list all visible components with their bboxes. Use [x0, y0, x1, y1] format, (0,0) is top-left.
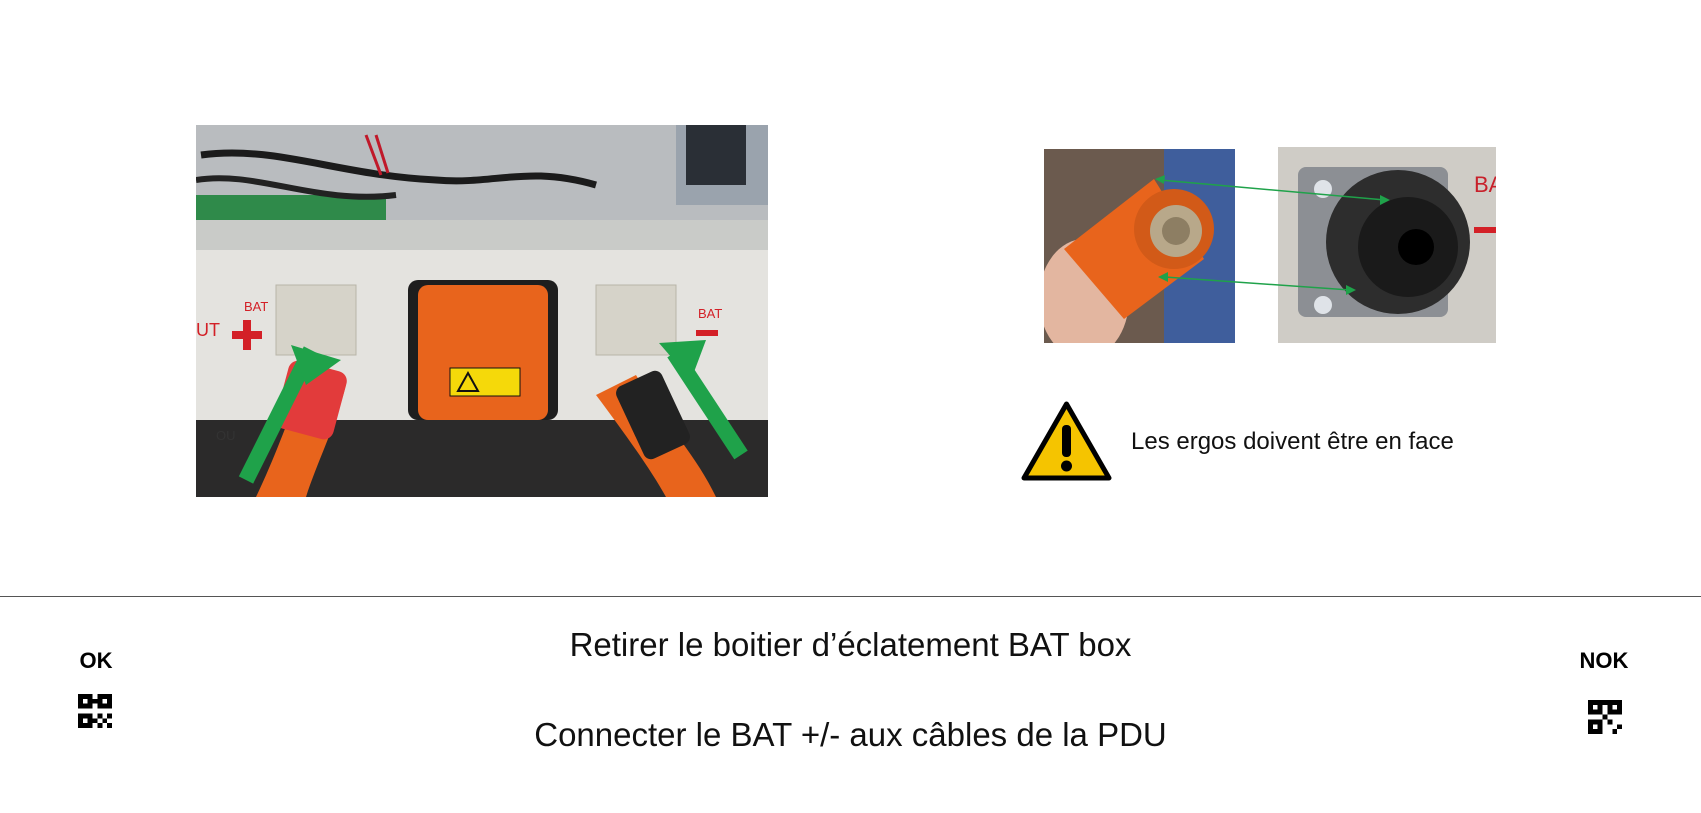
warning-caption: Les ergos doivent être en face	[1131, 428, 1454, 455]
bat-minus-label: BAT	[698, 306, 722, 321]
instruction-remove-bat-box: Retirer le boitier d’éclatement BAT box	[569, 626, 1132, 663]
warning-triangle-icon	[1021, 401, 1112, 481]
out-label-2: OU	[216, 428, 236, 443]
ok-label: OK	[79, 648, 113, 673]
bat-plus-label: BAT	[244, 299, 268, 314]
nok-qr-code-icon	[1588, 700, 1622, 734]
alignment-arrows	[1155, 175, 1390, 295]
socket-photo: BA	[1278, 147, 1496, 343]
nok-label: NOK	[1579, 648, 1629, 673]
battery-box-photo: BAT BAT UT OU	[196, 125, 768, 497]
footer-divider	[0, 596, 1701, 597]
ok-qr-code-icon	[78, 694, 112, 728]
out-label: UT	[196, 320, 220, 340]
ba-label: BA	[1474, 172, 1496, 197]
instruction-connect-bat: Connecter le BAT +/- aux câbles de la PD…	[534, 716, 1167, 753]
